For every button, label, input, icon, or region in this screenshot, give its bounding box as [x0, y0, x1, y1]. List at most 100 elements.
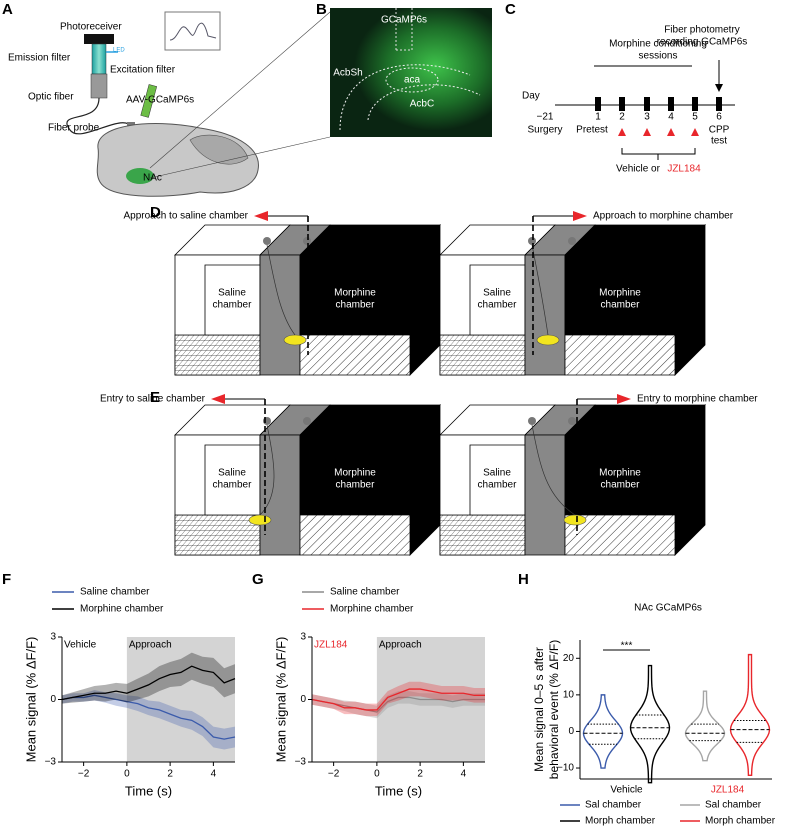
- morphine-floor: [299, 334, 411, 376]
- x-tick-label: −2: [328, 769, 340, 780]
- series-line: [61, 694, 236, 740]
- chamber-label: chamber: [478, 300, 518, 311]
- label: recording GCaMP6s: [657, 37, 748, 48]
- y-tick-label: 10: [563, 690, 575, 701]
- treatment-marker: [667, 128, 675, 136]
- x-tick-label: −2: [78, 769, 90, 780]
- day-marker: [619, 97, 625, 111]
- mouse: [536, 334, 560, 346]
- error-band: [312, 691, 485, 719]
- mouse: [283, 334, 307, 346]
- saline-floor: [439, 334, 526, 376]
- y-axis-label: Mean signal (% ΔF/F): [273, 637, 288, 763]
- y-tick-label: 0: [50, 694, 56, 705]
- legend-label: Sal chamber: [705, 800, 762, 811]
- chamber-label: chamber: [213, 480, 253, 491]
- fiber-port: [303, 417, 311, 425]
- morphine-floor: [564, 334, 676, 376]
- fiber-cable: [531, 244, 549, 336]
- chamber-label: Morphine: [334, 288, 376, 299]
- day-marker: [595, 97, 601, 111]
- x-tick-label: 2: [167, 769, 173, 780]
- arrow-head: [254, 211, 268, 221]
- panel-letter: A: [2, 1, 13, 18]
- fiber-port: [568, 237, 576, 245]
- event-label: Approach: [379, 640, 422, 651]
- chamber-label: chamber: [601, 480, 641, 491]
- chamber-label: Morphine: [599, 288, 641, 299]
- y-tick-label: 0: [300, 694, 306, 705]
- legend-label: Saline chamber: [80, 587, 150, 598]
- saline-floor: [174, 334, 261, 376]
- violin: [729, 653, 771, 777]
- chamber-label: Morphine: [334, 468, 376, 479]
- chamber-label: chamber: [478, 480, 518, 491]
- event-window: [126, 637, 235, 762]
- chamber-label: chamber: [336, 480, 376, 491]
- panel-letter: C: [505, 1, 516, 18]
- legend-label: Morphine chamber: [80, 604, 164, 615]
- x-tick-label: 0: [374, 769, 380, 780]
- y-axis-label: behavioral event (% ΔF/F): [547, 640, 561, 779]
- day-marker: [644, 97, 650, 111]
- chamber-label: Saline: [483, 468, 511, 479]
- chamber-label: chamber: [213, 300, 253, 311]
- label: AcbC: [410, 99, 434, 110]
- day-label: 2: [619, 112, 625, 123]
- violin: [629, 664, 671, 784]
- label: sessions: [639, 51, 678, 62]
- x-axis-label: Time (s): [125, 783, 172, 798]
- x-axis-label: Time (s): [375, 783, 422, 798]
- group-label: JZL184: [711, 785, 745, 796]
- event-label: Approach: [129, 640, 172, 651]
- panel-letter: H: [518, 571, 529, 588]
- day-label: 3: [644, 112, 650, 123]
- panel-b-image: [330, 8, 492, 137]
- fiber-port: [528, 237, 536, 245]
- mouse: [563, 514, 587, 526]
- chamber-label: Saline: [483, 288, 511, 299]
- saline-floor: [174, 514, 261, 556]
- label: Pretest: [576, 125, 608, 136]
- label: Morphine conditioning: [609, 39, 707, 50]
- day-marker: [692, 97, 698, 111]
- x-tick-label: 4: [461, 769, 467, 780]
- saline-floor: [439, 514, 526, 556]
- event-label: Entry to saline chamber: [100, 394, 206, 405]
- day-label: 6: [716, 112, 722, 123]
- label: NAc: [143, 173, 162, 184]
- y-tick-label: −10: [557, 763, 574, 774]
- label: CPP: [709, 125, 730, 136]
- y-tick-label: 20: [563, 653, 575, 664]
- legend-label: Morphine chamber: [330, 604, 414, 615]
- day-label: −21: [537, 112, 554, 123]
- middle-chamber: [524, 434, 566, 556]
- x-tick-label: 0: [124, 769, 130, 780]
- label: Excitation filter: [110, 65, 176, 76]
- label: test: [711, 136, 727, 147]
- event-label: Approach to morphine chamber: [593, 211, 734, 222]
- x-tick-label: 2: [417, 769, 423, 780]
- fiber-port: [568, 417, 576, 425]
- condition-label: Vehicle: [64, 640, 97, 651]
- chart-title: NAc GCaMP6s: [634, 603, 702, 614]
- legend-label: Morph chamber: [585, 816, 656, 827]
- chamber-label: Saline: [218, 468, 246, 479]
- treatment-marker: [643, 128, 651, 136]
- panel-letter: E: [150, 389, 160, 406]
- morphine-floor: [564, 514, 676, 556]
- panel-letter: F: [2, 571, 11, 588]
- label: aca: [404, 75, 421, 86]
- fiber-cable: [266, 244, 296, 336]
- x-tick-label: 4: [211, 769, 217, 780]
- series-line: [311, 696, 485, 713]
- legend-label: Saline chamber: [330, 587, 400, 598]
- y-tick-label: −3: [295, 757, 307, 768]
- condition-label: JZL184: [314, 640, 348, 651]
- panel-a-art: [66, 11, 331, 197]
- panel-letter: G: [252, 571, 264, 588]
- label: AAV-GCaMP6s: [126, 95, 194, 106]
- violin: [582, 694, 624, 769]
- y-tick-label: −3: [45, 757, 57, 768]
- label: Vehicle or: [616, 164, 661, 175]
